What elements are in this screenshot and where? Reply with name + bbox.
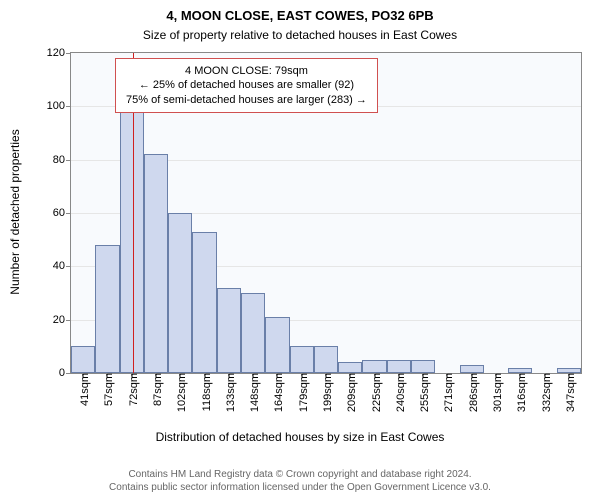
histogram-bar: [314, 346, 338, 373]
histogram-bar: [217, 288, 241, 373]
chart-container: 4, MOON CLOSE, EAST COWES, PO32 6PB Size…: [0, 0, 600, 500]
xtick-label: 148sqm: [245, 373, 261, 412]
xtick-label: 57sqm: [99, 373, 115, 406]
ytick-label: 0: [59, 367, 71, 379]
xtick-label: 240sqm: [391, 373, 407, 412]
xtick-label: 164sqm: [269, 373, 285, 412]
annotation-line-1: 4 MOON CLOSE: 79sqm: [126, 64, 367, 78]
histogram-bar: [290, 346, 314, 373]
histogram-bar: [144, 154, 168, 373]
histogram-bar: [411, 360, 435, 373]
histogram-bar: [362, 360, 386, 373]
xtick-label: 72sqm: [124, 373, 140, 406]
xtick-label: 255sqm: [415, 373, 431, 412]
histogram-bar: [71, 346, 95, 373]
ytick-label: 120: [47, 47, 71, 59]
histogram-bar: [192, 232, 216, 373]
xtick-label: 316sqm: [512, 373, 528, 412]
histogram-bar: [241, 293, 265, 373]
ytick-label: 80: [53, 154, 71, 166]
xtick-label: 209sqm: [342, 373, 358, 412]
footer: Contains HM Land Registry data © Crown c…: [0, 468, 600, 494]
annotation-line-3: 75% of semi-detached houses are larger (…: [126, 93, 367, 107]
xtick-label: 179sqm: [294, 373, 310, 412]
y-axis-label: Number of detached properties: [8, 52, 22, 372]
xtick-label: 301sqm: [488, 373, 504, 412]
ytick-label: 20: [53, 314, 71, 326]
histogram-bar: [338, 362, 362, 373]
title-main: 4, MOON CLOSE, EAST COWES, PO32 6PB: [0, 8, 600, 23]
x-axis-label: Distribution of detached houses by size …: [0, 430, 600, 444]
xtick-label: 102sqm: [172, 373, 188, 412]
histogram-bar: [460, 365, 484, 373]
xtick-label: 133sqm: [221, 373, 237, 412]
xtick-label: 332sqm: [537, 373, 553, 412]
xtick-label: 118sqm: [197, 373, 213, 411]
ytick-label: 40: [53, 260, 71, 272]
histogram-bar: [120, 106, 144, 373]
histogram-bar: [387, 360, 411, 373]
xtick-label: 286sqm: [464, 373, 480, 412]
xtick-label: 347sqm: [561, 373, 577, 412]
histogram-bar: [168, 213, 192, 373]
footer-line-1: Contains HM Land Registry data © Crown c…: [0, 468, 600, 481]
xtick-label: 199sqm: [318, 373, 334, 412]
xtick-label: 225sqm: [367, 373, 383, 412]
ytick-label: 100: [47, 100, 71, 112]
footer-line-2: Contains public sector information licen…: [0, 481, 600, 494]
annotation-line-2: ← 25% of detached houses are smaller (92…: [126, 78, 367, 92]
histogram-bar: [265, 317, 289, 373]
ytick-label: 60: [53, 207, 71, 219]
xtick-label: 41sqm: [75, 373, 91, 406]
annotation-box: 4 MOON CLOSE: 79sqm ← 25% of detached ho…: [115, 58, 378, 113]
histogram-bar: [95, 245, 119, 373]
xtick-label: 271sqm: [439, 373, 455, 412]
xtick-label: 87sqm: [148, 373, 164, 406]
title-sub: Size of property relative to detached ho…: [0, 28, 600, 42]
